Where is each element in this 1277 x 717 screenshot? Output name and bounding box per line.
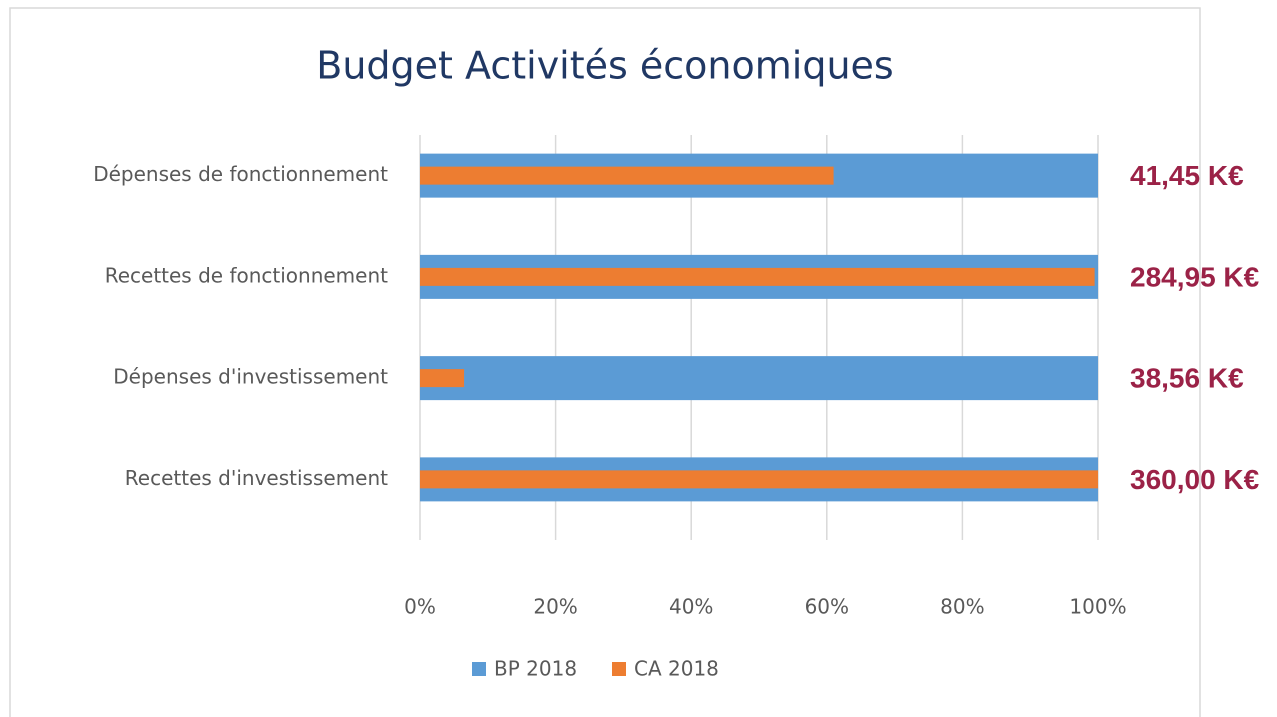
bar <box>420 356 1098 401</box>
bar <box>420 267 1095 286</box>
y-tick-label: Recettes d'investissement <box>125 466 388 490</box>
bar <box>420 470 1098 489</box>
chart-title: Budget Activités économiques <box>316 44 893 88</box>
bar <box>420 166 834 185</box>
legend-swatch <box>472 662 486 676</box>
x-tick-label: 60% <box>805 595 849 619</box>
x-tick-label: 40% <box>669 595 713 619</box>
x-tick-label: 20% <box>533 595 577 619</box>
legend-label: BP 2018 <box>494 657 577 681</box>
x-tick-label: 100% <box>1069 595 1126 619</box>
y-tick-label: Dépenses de fonctionnement <box>93 162 388 186</box>
y-tick-label: Recettes de fonctionnement <box>105 263 388 287</box>
x-tick-label: 0% <box>404 595 436 619</box>
annotation: 360,00 K€ <box>1130 464 1260 495</box>
legend-swatch <box>612 662 626 676</box>
annotation: 38,56 K€ <box>1130 363 1244 394</box>
chart-frame <box>9 7 1201 717</box>
annotation: 284,95 K€ <box>1130 261 1260 292</box>
legend-label: CA 2018 <box>634 657 719 681</box>
annotation: 41,45 K€ <box>1130 160 1244 191</box>
bar <box>420 369 465 388</box>
y-tick-label: Dépenses d'investissement <box>113 365 388 389</box>
x-tick-label: 80% <box>940 595 984 619</box>
